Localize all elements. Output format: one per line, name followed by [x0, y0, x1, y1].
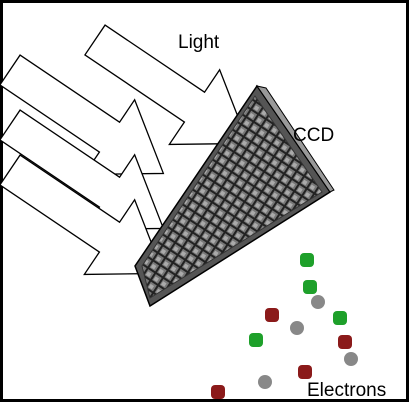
ccd-sensor [134, 84, 335, 308]
electron [265, 308, 279, 322]
ccd-label: CCD [293, 125, 334, 146]
electrons-label: Electrons [307, 380, 386, 401]
electron [258, 375, 272, 389]
electron [338, 335, 352, 349]
electron [311, 295, 325, 309]
electron [298, 365, 312, 379]
electrons [211, 253, 358, 399]
electron [344, 352, 358, 366]
electron [333, 311, 347, 325]
electron [303, 280, 317, 294]
light-label: Light [178, 32, 220, 53]
electron [300, 253, 314, 267]
electron [211, 385, 225, 399]
electron [290, 321, 304, 335]
electron [249, 333, 263, 347]
